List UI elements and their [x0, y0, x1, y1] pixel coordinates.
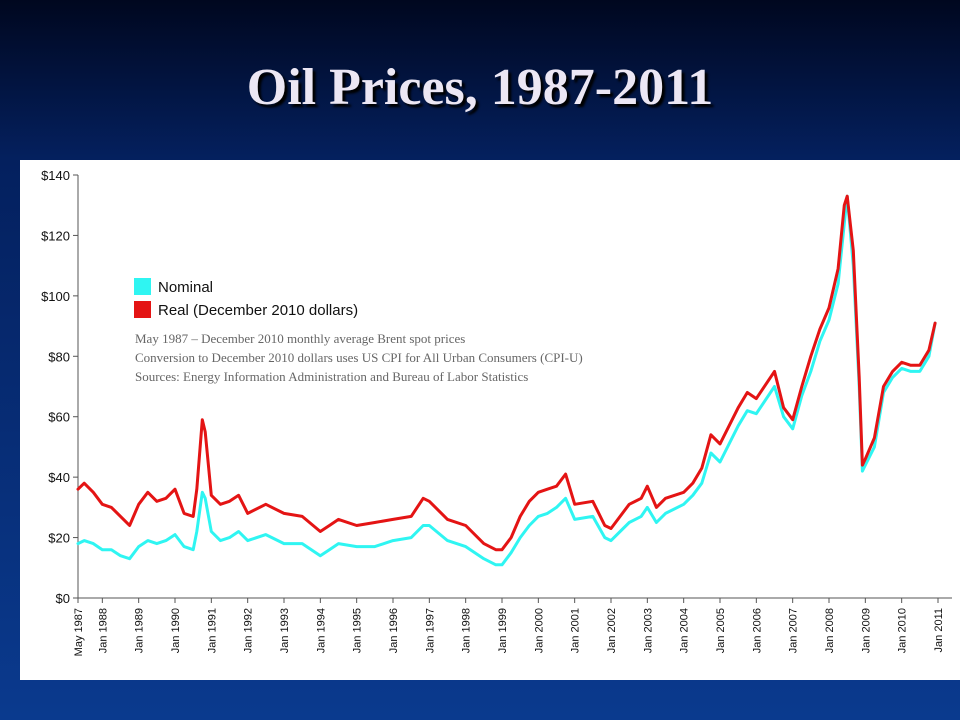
series-line-nominal [76, 194, 937, 567]
x-tick-label: Jan 2009 [860, 608, 872, 653]
legend-label-nominal: Nominal [158, 279, 213, 296]
legend: Nominal Real (December 2010 dollars) [134, 278, 358, 319]
x-tick-label: Jan 1997 [424, 608, 436, 653]
x-tick-label: Jan 2002 [606, 608, 618, 653]
x-tick-label: Jan 2003 [642, 608, 654, 653]
y-tick-label: $120 [41, 228, 70, 243]
x-tick-label: Jan 2006 [751, 608, 763, 653]
x-tick-label: Jan 1989 [134, 608, 146, 653]
series-layer [76, 194, 937, 567]
note-line-2: Conversion to December 2010 dollars uses… [135, 350, 583, 365]
y-tick-label: $60 [48, 410, 70, 425]
legend-label-real: Real (December 2010 dollars) [158, 302, 358, 319]
legend-swatch-real [134, 301, 151, 318]
x-tick-label: Jan 1994 [315, 608, 327, 653]
x-tick-label: Jan 1988 [97, 608, 109, 653]
x-tick-label: Jan 2011 [933, 608, 945, 652]
x-tick-label: Jan 1992 [243, 608, 255, 653]
series-line-real [76, 194, 937, 552]
x-tick-label: Jan 1996 [388, 608, 400, 653]
axis-layer: $0 $20 $40 $60 $80 $100 $120 $140 May 1987 Jan 19… [41, 168, 952, 656]
x-tick-label: Jan 2010 [897, 608, 909, 653]
x-tick-label: Jan 2008 [824, 608, 836, 653]
x-tick-label: Jan 1990 [170, 608, 182, 653]
x-tick-label: Jan 1993 [279, 608, 291, 653]
note-line-3: Sources: Energy Information Administrati… [135, 369, 528, 384]
x-tick-label: Jan 1999 [497, 608, 509, 653]
x-tick-label: Jan 2005 [715, 608, 727, 653]
legend-swatch-nominal [134, 278, 151, 295]
x-tick-label: Jan 2004 [679, 608, 691, 653]
x-tick-label: Jan 1991 [206, 608, 218, 653]
chart-panel: $0 $20 $40 $60 $80 $100 $120 $140 May 1987 Jan 19… [20, 160, 960, 680]
y-tick-label: $80 [48, 349, 70, 364]
note-line-1: May 1987 – December 2010 monthly average… [135, 331, 465, 346]
x-tick-label: Jan 1995 [352, 608, 364, 653]
y-tick-label: $100 [41, 289, 70, 304]
x-tick-label: Jan 1998 [461, 608, 473, 653]
y-tick-label: $40 [48, 470, 70, 485]
y-tick-label: $0 [56, 591, 70, 606]
x-tick-label: Jan 2007 [788, 608, 800, 653]
oil-price-chart: $0 $20 $40 $60 $80 $100 $120 $140 May 1987 Jan 19… [41, 168, 952, 656]
y-tick-label: $140 [41, 168, 70, 183]
y-tick-label: $20 [48, 531, 70, 546]
x-tick-label: May 1987 [73, 608, 85, 656]
slide-title: Oil Prices, 1987-2011 [246, 59, 714, 116]
chart-notes: May 1987 – December 2010 monthly average… [135, 331, 583, 384]
x-tick-label: Jan 2001 [570, 608, 582, 653]
x-tick-label: Jan 2000 [533, 608, 545, 653]
